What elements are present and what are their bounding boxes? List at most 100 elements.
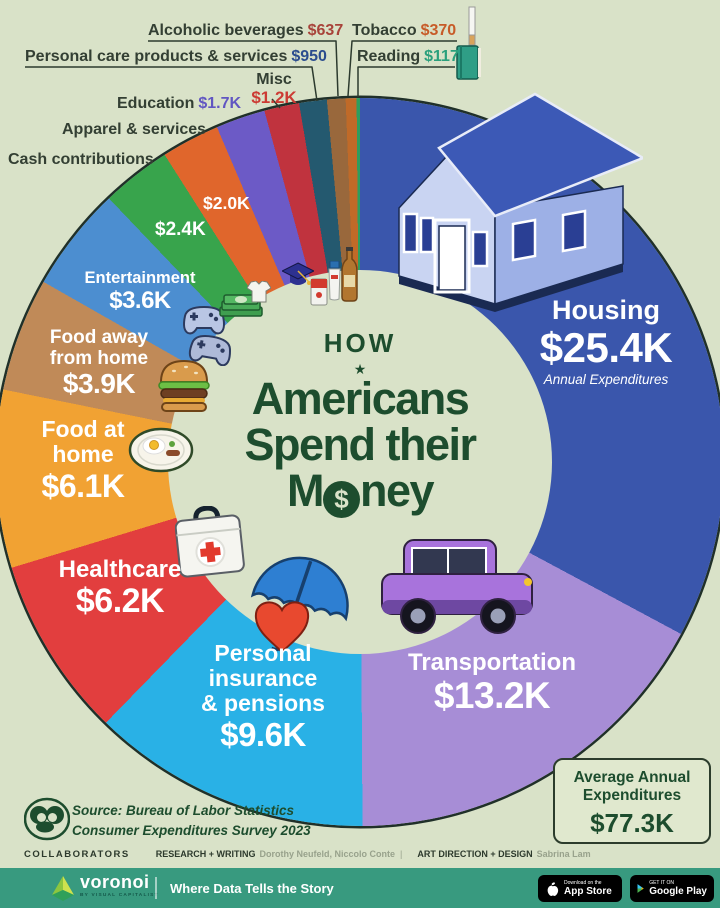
callout-reading: Reading $117: [357, 48, 459, 66]
donut-center: HOW ★ Americans Spend their M $ ney: [168, 270, 552, 654]
average-label: Average Annual: [573, 769, 691, 786]
footer-bar: voronoi BY VISUAL CAPITALIST Where Data …: [0, 868, 720, 908]
callout-misc: Misc $1.2K: [238, 71, 310, 107]
brand-name: voronoi: [80, 872, 150, 892]
book-icon: [456, 45, 481, 80]
voronoi-leaf-icon: [52, 876, 74, 901]
title-kicker: HOW: [323, 328, 397, 358]
google-play-badge[interactable]: GET IT ON Google Play: [630, 875, 714, 902]
breakfast-plate-icon: [128, 427, 194, 473]
money-stack-icon: [219, 294, 263, 317]
collaborators-row: COLLABORATORS RESEARCH + WRITING Dorothy N…: [24, 849, 591, 860]
source-line: Consumer Expenditures Survey 2023: [72, 823, 311, 839]
app-store-badge[interactable]: Download on the App Store: [538, 875, 622, 902]
segment-name: Food at: [41, 416, 125, 442]
title-line-3: M $ ney: [286, 464, 435, 518]
badge-caption: Download on the: [564, 880, 602, 886]
segment-value: $3.9K: [62, 368, 136, 400]
voronoi-logo[interactable]: voronoi BY VISUAL CAPITALIST: [80, 873, 159, 898]
footer-tagline: Where Data Tells the Story: [170, 881, 334, 896]
game-controllers-icon: [183, 305, 231, 366]
segment-name: Food away: [49, 327, 149, 348]
burger-icon: [158, 359, 210, 412]
badge-store-name: Google Play: [649, 886, 707, 897]
money-post: ney: [359, 464, 435, 516]
callout-personal-care: Personal care products & services $950: [25, 48, 327, 66]
footer-divider: [155, 877, 157, 899]
segment-name: Transportation: [407, 649, 576, 676]
segment-value: $3.6K: [109, 286, 171, 314]
callout-label: Reading: [357, 48, 421, 65]
collaborator-names: Sabrina Lam: [536, 849, 591, 859]
callout-cash-contributions: Cash contributions: [8, 151, 154, 169]
segment-name: Healthcare: [58, 556, 182, 583]
car-icon: [381, 539, 533, 634]
umbrella-heart-icon: [250, 556, 349, 654]
callout-label: Personal care products & services: [25, 48, 288, 65]
segment-name: & pensions: [201, 689, 325, 716]
segment-label-personal-insurance: Personal insurance & pensions $9.6K: [178, 641, 348, 753]
average-label: Expenditures: [582, 786, 682, 804]
segment-value: $6.2K: [75, 581, 165, 620]
callout-value: $1.7K: [198, 95, 242, 112]
average-value: $77.3K: [590, 807, 674, 838]
dollar-coin-icon: $: [322, 480, 360, 518]
source-line: Source: Bureau of Labor Statistics: [72, 803, 295, 818]
collaborator-role: RESEARCH + WRITING: [155, 849, 256, 859]
segment-value: $25.4K: [539, 324, 673, 372]
segment-name: from home: [49, 347, 149, 369]
segment-name: Entertainment: [84, 269, 196, 287]
cigarette-icon: [468, 6, 476, 46]
segment-value: $9.6K: [220, 716, 306, 754]
segment-name: home: [52, 440, 114, 467]
segment-value: $6.1K: [41, 467, 125, 504]
apple-icon: [547, 882, 559, 896]
dollar-symbol: $: [334, 483, 349, 514]
collaborator-role: ART DIRECTION + DESIGN: [417, 849, 533, 859]
first-aid-kit-icon: [175, 506, 245, 578]
cosmetics-tube-icon: [328, 261, 341, 301]
badge-store-name: App Store: [564, 886, 612, 897]
segment-name: Personal: [214, 640, 312, 666]
visual-capitalist-logo-icon: [24, 797, 70, 841]
badge-caption: GET IT ON: [649, 880, 675, 886]
callout-label: Education: [117, 95, 195, 112]
segment-label-entertainment: Entertainment $3.6K: [73, 269, 207, 314]
segment-name: insurance: [208, 664, 318, 691]
segment-name: Housing: [552, 295, 660, 325]
callout-label: Cash contributions: [8, 151, 154, 168]
callout-value: $950: [291, 48, 327, 65]
segment-label-transportation: Transportation $13.2K: [392, 650, 592, 716]
brand-subtitle: BY VISUAL CAPITALIST: [80, 893, 159, 898]
graduation-cap-icon: [282, 262, 314, 285]
callout-value: $370: [420, 22, 457, 39]
star-icon: ★: [353, 361, 367, 377]
segment-label-food-away: Food away from home $3.9K: [32, 327, 166, 400]
callout-label: Misc: [256, 71, 292, 88]
callout-value: $1.2K: [251, 87, 297, 107]
money-pre: M: [286, 464, 325, 516]
cigarette-pack-icon: [310, 278, 328, 306]
callout-apparel: Apparel & services: [62, 121, 206, 139]
callout-value: $637: [307, 22, 344, 39]
callout-label: Apparel & services: [62, 121, 207, 138]
google-play-icon: [637, 884, 644, 893]
title-line-1: Americans: [251, 373, 470, 424]
house-icon: [398, 92, 643, 312]
segment-note: Annual Expenditures: [543, 371, 669, 387]
callout-label: Alcoholic beverages: [148, 22, 304, 39]
segment-label-food-at-home: Food at home $6.1K: [14, 417, 152, 503]
segment-value-cash: $2.4K: [155, 219, 206, 240]
callout-tobacco: Tobacco $370: [352, 22, 456, 40]
callout-alcoholic-beverages: Alcoholic beverages $637: [148, 22, 343, 40]
callout-value: $117: [424, 48, 459, 65]
average-expenditures-box: Average Annual Expenditures $77.3K: [553, 758, 711, 844]
divider: |: [399, 849, 403, 859]
title-line-2: Spend their: [244, 418, 477, 470]
collaborator-names: Dorothy Neufeld, Niccolo Conte: [259, 849, 395, 859]
tshirt-icon: [247, 281, 271, 303]
segment-value-apparel: $2.0K: [203, 193, 250, 213]
segment-label-housing: Housing $25.4K Annual Expenditures: [500, 295, 712, 387]
segment-value: $13.2K: [433, 674, 551, 716]
